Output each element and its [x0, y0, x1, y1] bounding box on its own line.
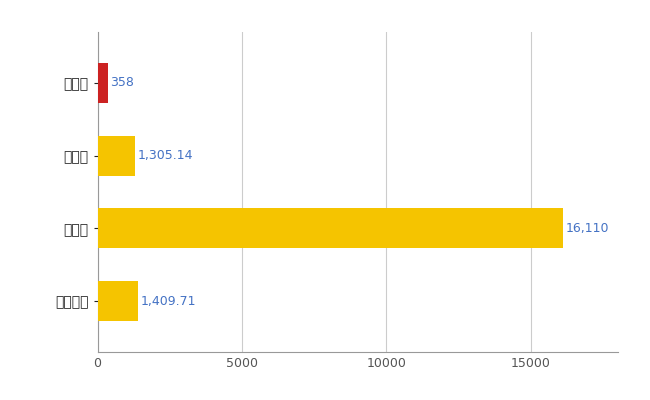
Bar: [98, 63, 108, 103]
Text: 1,305.14: 1,305.14: [138, 149, 193, 162]
Bar: [98, 136, 135, 176]
Bar: [98, 208, 563, 248]
Text: 1,409.71: 1,409.71: [140, 294, 196, 308]
Text: 16,110: 16,110: [566, 222, 608, 235]
Bar: [98, 281, 138, 321]
Text: 358: 358: [110, 76, 134, 90]
